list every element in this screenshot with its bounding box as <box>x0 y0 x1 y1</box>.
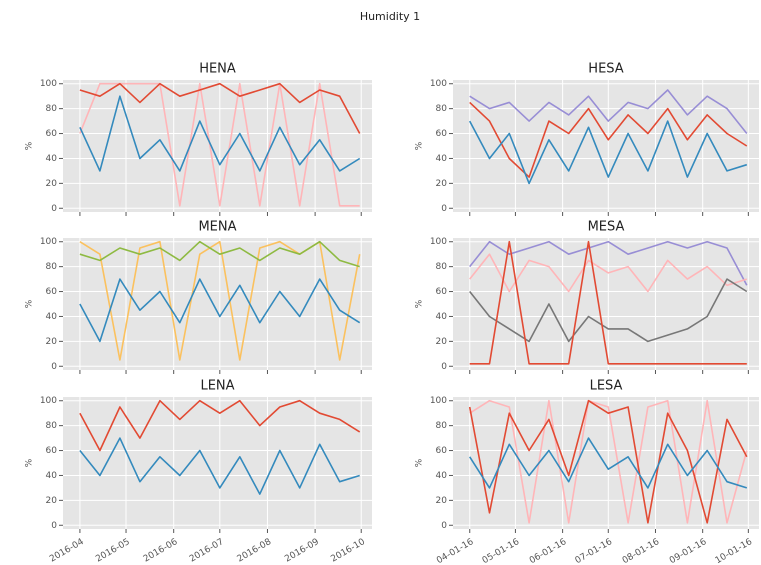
y-axis-label: % <box>415 458 425 467</box>
y-axis-label: % <box>25 299 35 308</box>
panel-title: MENA <box>198 220 236 235</box>
series-line <box>79 95 361 172</box>
y-tick-label: 80 <box>46 421 58 431</box>
y-tick-label: 60 <box>436 446 448 456</box>
x-tick-label: 07-01-16 <box>574 537 615 565</box>
y-tick-label: 100 <box>40 237 57 247</box>
x-tick-label: 2016-08 <box>236 537 274 565</box>
series-line <box>469 437 748 489</box>
series-line <box>79 82 360 207</box>
y-tick-label: 20 <box>436 496 448 506</box>
y-tick-label: 60 <box>46 446 58 456</box>
series-line <box>79 437 360 495</box>
series-line <box>468 399 748 524</box>
y-tick-label: 100 <box>430 79 447 89</box>
x-tick-label: 10-01-16 <box>714 537 755 565</box>
y-tick-label: 60 <box>436 287 448 297</box>
series-line <box>79 278 361 343</box>
y-tick-label: 0 <box>441 204 447 214</box>
series-line <box>469 240 747 365</box>
x-tick-label: 2016-09 <box>283 537 321 565</box>
y-tick-label: 20 <box>46 179 58 189</box>
figure-title: Humidity 1 <box>360 10 420 23</box>
plot-area <box>453 397 759 529</box>
y-tick-label: 0 <box>51 521 57 531</box>
y-tick-label: 60 <box>46 287 58 297</box>
panel-title: HENA <box>199 62 236 77</box>
panel-title: LENA <box>200 379 234 394</box>
series-line <box>79 240 360 268</box>
y-tick-label: 20 <box>436 179 448 189</box>
panel-title: LESA <box>590 379 623 394</box>
y-tick-label: 0 <box>441 521 447 531</box>
y-tick-label: 40 <box>46 471 58 481</box>
y-tick-label: 20 <box>46 496 58 506</box>
y-tick-label: 60 <box>436 129 448 139</box>
y-tick-label: 0 <box>441 362 447 372</box>
y-tick-label: 0 <box>51 362 57 372</box>
plot-area <box>63 238 372 370</box>
y-tick-label: 100 <box>40 79 57 89</box>
x-tick-label: 2016-07 <box>188 537 226 564</box>
series-line <box>469 240 748 286</box>
series-line <box>469 101 748 178</box>
y-tick-label: 100 <box>430 237 447 247</box>
x-tick-label: 2016-04 <box>48 537 86 565</box>
series-line <box>469 278 748 343</box>
y-tick-label: 60 <box>46 129 58 139</box>
y-tick-label: 80 <box>436 104 448 114</box>
y-tick-label: 40 <box>436 312 448 322</box>
y-axis-label: % <box>25 141 35 150</box>
y-tick-label: 100 <box>40 396 57 406</box>
y-tick-label: 100 <box>430 396 447 406</box>
y-tick-label: 40 <box>436 154 448 164</box>
y-tick-label: 20 <box>46 337 58 347</box>
y-tick-label: 40 <box>46 312 58 322</box>
y-tick-label: 80 <box>46 262 58 272</box>
y-axis-label: % <box>415 141 425 150</box>
panel-title: HESA <box>588 62 623 77</box>
series-line <box>468 120 748 185</box>
series-line <box>79 399 361 452</box>
y-tick-label: 0 <box>51 204 57 214</box>
y-tick-label: 40 <box>436 471 448 481</box>
plot-area <box>63 397 372 529</box>
series-line <box>79 82 361 134</box>
panel-title: MESA <box>588 220 625 235</box>
x-tick-label: 2016-10 <box>329 537 367 565</box>
plot-area <box>453 80 759 212</box>
x-tick-label: 05-01-16 <box>481 537 522 565</box>
x-tick-label: 2016-05 <box>94 537 132 564</box>
y-tick-label: 80 <box>46 104 58 114</box>
series-line <box>469 89 748 134</box>
x-tick-label: 04-01-16 <box>435 537 476 565</box>
series-line <box>469 399 748 524</box>
y-tick-label: 40 <box>46 154 58 164</box>
y-axis-label: % <box>415 299 425 308</box>
y-axis-label: % <box>25 458 35 467</box>
y-tick-label: 80 <box>436 421 448 431</box>
x-tick-label: 09-01-16 <box>668 537 709 565</box>
x-tick-label: 08-01-16 <box>621 537 662 565</box>
x-tick-label: 2016-06 <box>142 537 180 565</box>
y-tick-label: 20 <box>436 337 448 347</box>
y-tick-label: 80 <box>436 262 448 272</box>
x-tick-label: 06-01-16 <box>528 537 569 565</box>
